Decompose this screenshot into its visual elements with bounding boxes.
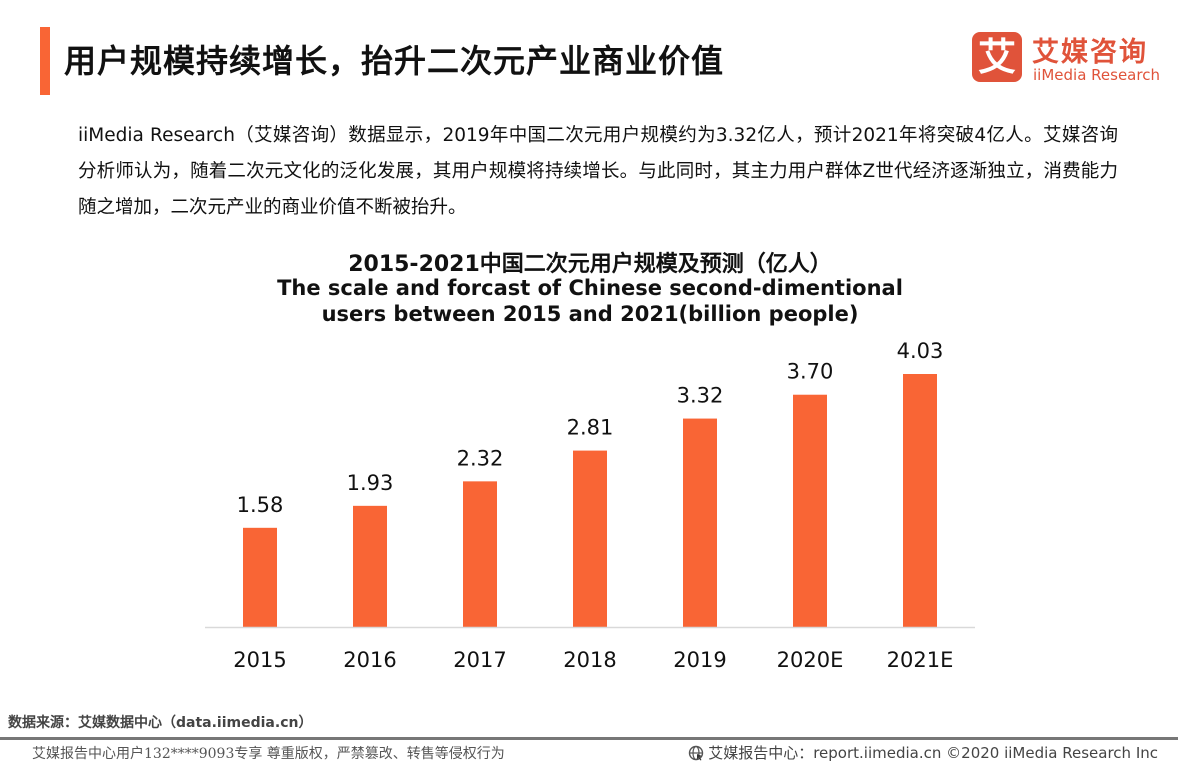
bar-2017	[463, 481, 497, 627]
category-label-2021E: 2021E	[887, 648, 954, 672]
iimedia-logo: 艾 艾媒咨询 iiMedia Research	[970, 30, 1170, 90]
category-label-2020E: 2020E	[777, 648, 844, 672]
bars-group	[243, 374, 937, 627]
value-label-2020E: 3.70	[787, 360, 834, 384]
bar-2020E	[793, 394, 827, 627]
globe-icon	[689, 745, 704, 760]
logo-name-en: iiMedia Research	[1033, 66, 1160, 84]
logo-name-cn: 艾媒咨询	[1032, 37, 1148, 68]
bar-2019	[683, 418, 717, 627]
title-accent-bar	[40, 27, 50, 95]
footer-divider	[0, 737, 1178, 740]
value-label-2018: 2.81	[567, 416, 614, 440]
category-label-2015: 2015	[233, 648, 286, 672]
value-label-2016: 1.93	[347, 471, 394, 495]
footer-watermark: 艾媒报告中心用户132****9093专享 尊重版权，严禁篡改、转售等侵权行为	[32, 746, 505, 762]
labels-group: 1.58 2015 1.93 2016 2.32 2017 2.81 2018 3.32 2019…	[233, 339, 953, 672]
bar-2015	[243, 527, 277, 627]
category-label-2016: 2016	[343, 648, 396, 672]
value-label-2019: 3.32	[677, 384, 724, 408]
footer-copyright-group: 艾媒报告中心：report.iimedia.cn ©2020 iiMedia R…	[688, 742, 1158, 763]
category-label-2019: 2019	[673, 648, 726, 672]
value-label-2015: 1.58	[237, 493, 284, 517]
page-title: 用户规模持续增长，抬升二次元产业商业价值	[64, 42, 725, 80]
value-label-2017: 2.32	[457, 446, 504, 470]
value-label-2021E: 4.03	[897, 339, 944, 363]
data-source: 数据来源：艾媒数据中心（data.iimedia.cn）	[8, 715, 313, 731]
intro-paragraph: iiMedia Research（艾媒咨询）数据显示，2019年中国二次元用户规…	[78, 125, 1118, 218]
bar-2021E	[903, 374, 937, 627]
bar-2018	[573, 450, 607, 627]
category-label-2018: 2018	[563, 648, 616, 672]
chart-title: 2015-2021中国二次元用户规模及预测（亿人）	[348, 252, 832, 277]
bar-2016	[353, 505, 387, 627]
chart-subtitle-line2: users between 2015 and 2021(billion peop…	[321, 302, 859, 326]
bar-chart: 1.58 2015 1.93 2016 2.32 2017 2.81 2018 3.32 2019…	[205, 339, 975, 672]
chart-subtitle-line1: The scale and forcast of Chinese second-…	[277, 276, 903, 300]
footer-copyright: 艾媒报告中心：report.iimedia.cn ©2020 iiMedia R…	[708, 744, 1158, 762]
logo-mark-icon: 艾	[972, 32, 1022, 82]
category-label-2017: 2017	[453, 648, 506, 672]
